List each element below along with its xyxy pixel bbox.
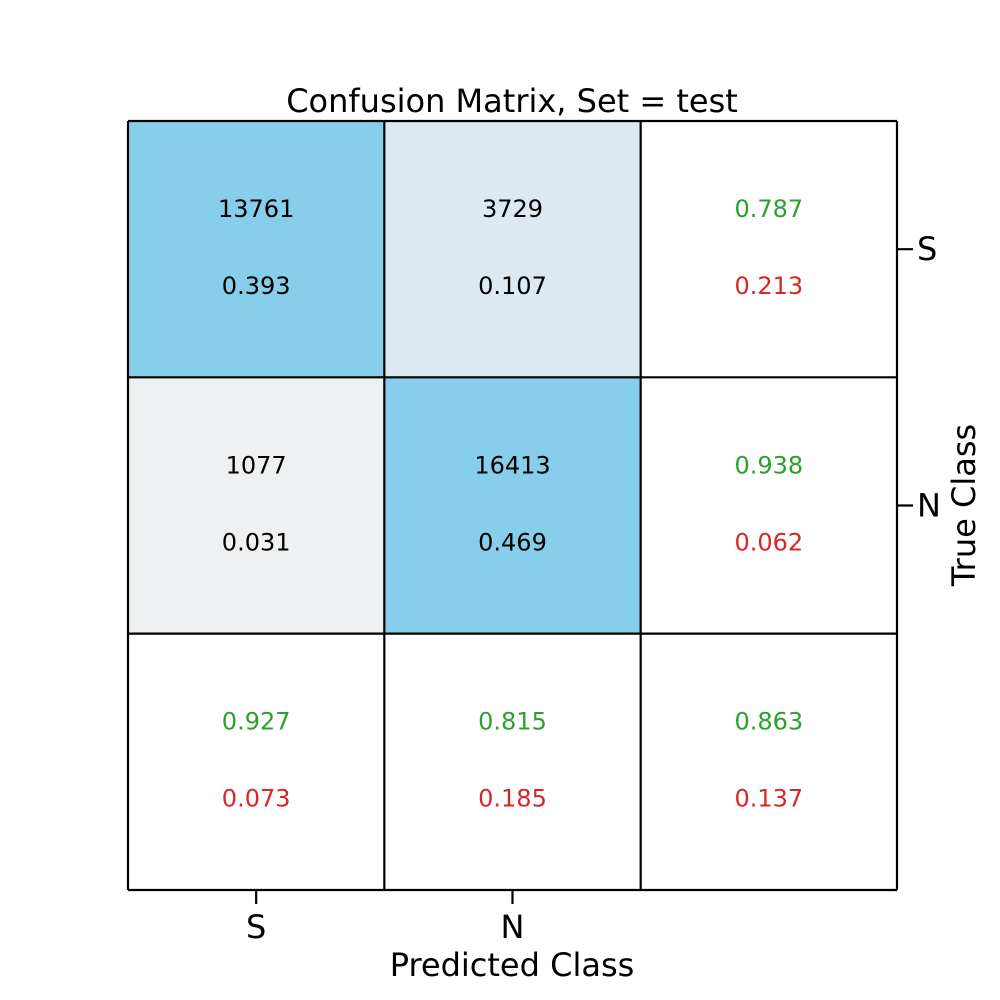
matrix-cell	[384, 121, 641, 378]
cell-value-bottom: 0.213	[734, 272, 803, 300]
cell-value-bottom: 0.393	[222, 272, 291, 300]
cell-value-top: 3729	[482, 195, 543, 223]
cell-value-bottom: 0.185	[478, 785, 547, 813]
cell-value-top: 0.815	[478, 708, 547, 736]
column-summary-cell	[384, 633, 641, 890]
x-tick-label: S	[246, 908, 266, 946]
cell-value-bottom: 0.107	[478, 272, 547, 300]
overall-summary-cell	[640, 633, 897, 890]
cell-value-bottom: 0.073	[222, 785, 291, 813]
row-summary-cell	[640, 377, 897, 634]
cell-value-bottom: 0.469	[478, 528, 547, 556]
matrix-cell	[128, 377, 385, 634]
cell-value-top: 0.787	[734, 195, 803, 223]
cell-value-top: 0.938	[734, 451, 803, 479]
cell-value-top: 0.927	[222, 708, 291, 736]
y-tick-label: N	[917, 486, 941, 524]
cell-value-top: 1077	[226, 451, 287, 479]
y-tick-label: S	[917, 230, 937, 268]
cell-value-bottom: 0.062	[734, 528, 803, 556]
x-tick-label: N	[501, 908, 525, 946]
row-summary-cell	[640, 121, 897, 378]
cell-value-bottom: 0.137	[734, 785, 803, 813]
cell-value-top: 16413	[474, 451, 550, 479]
matrix-cell	[128, 121, 385, 378]
cell-value-top: 13761	[218, 195, 294, 223]
y-axis-label: True Class	[945, 424, 983, 587]
cell-value-bottom: 0.031	[222, 528, 291, 556]
cell-value-top: 0.863	[734, 708, 803, 736]
chart-title: Confusion Matrix, Set = test	[286, 82, 738, 120]
column-summary-cell	[128, 633, 385, 890]
matrix-cell	[384, 377, 641, 634]
x-axis-label: Predicted Class	[390, 946, 635, 984]
